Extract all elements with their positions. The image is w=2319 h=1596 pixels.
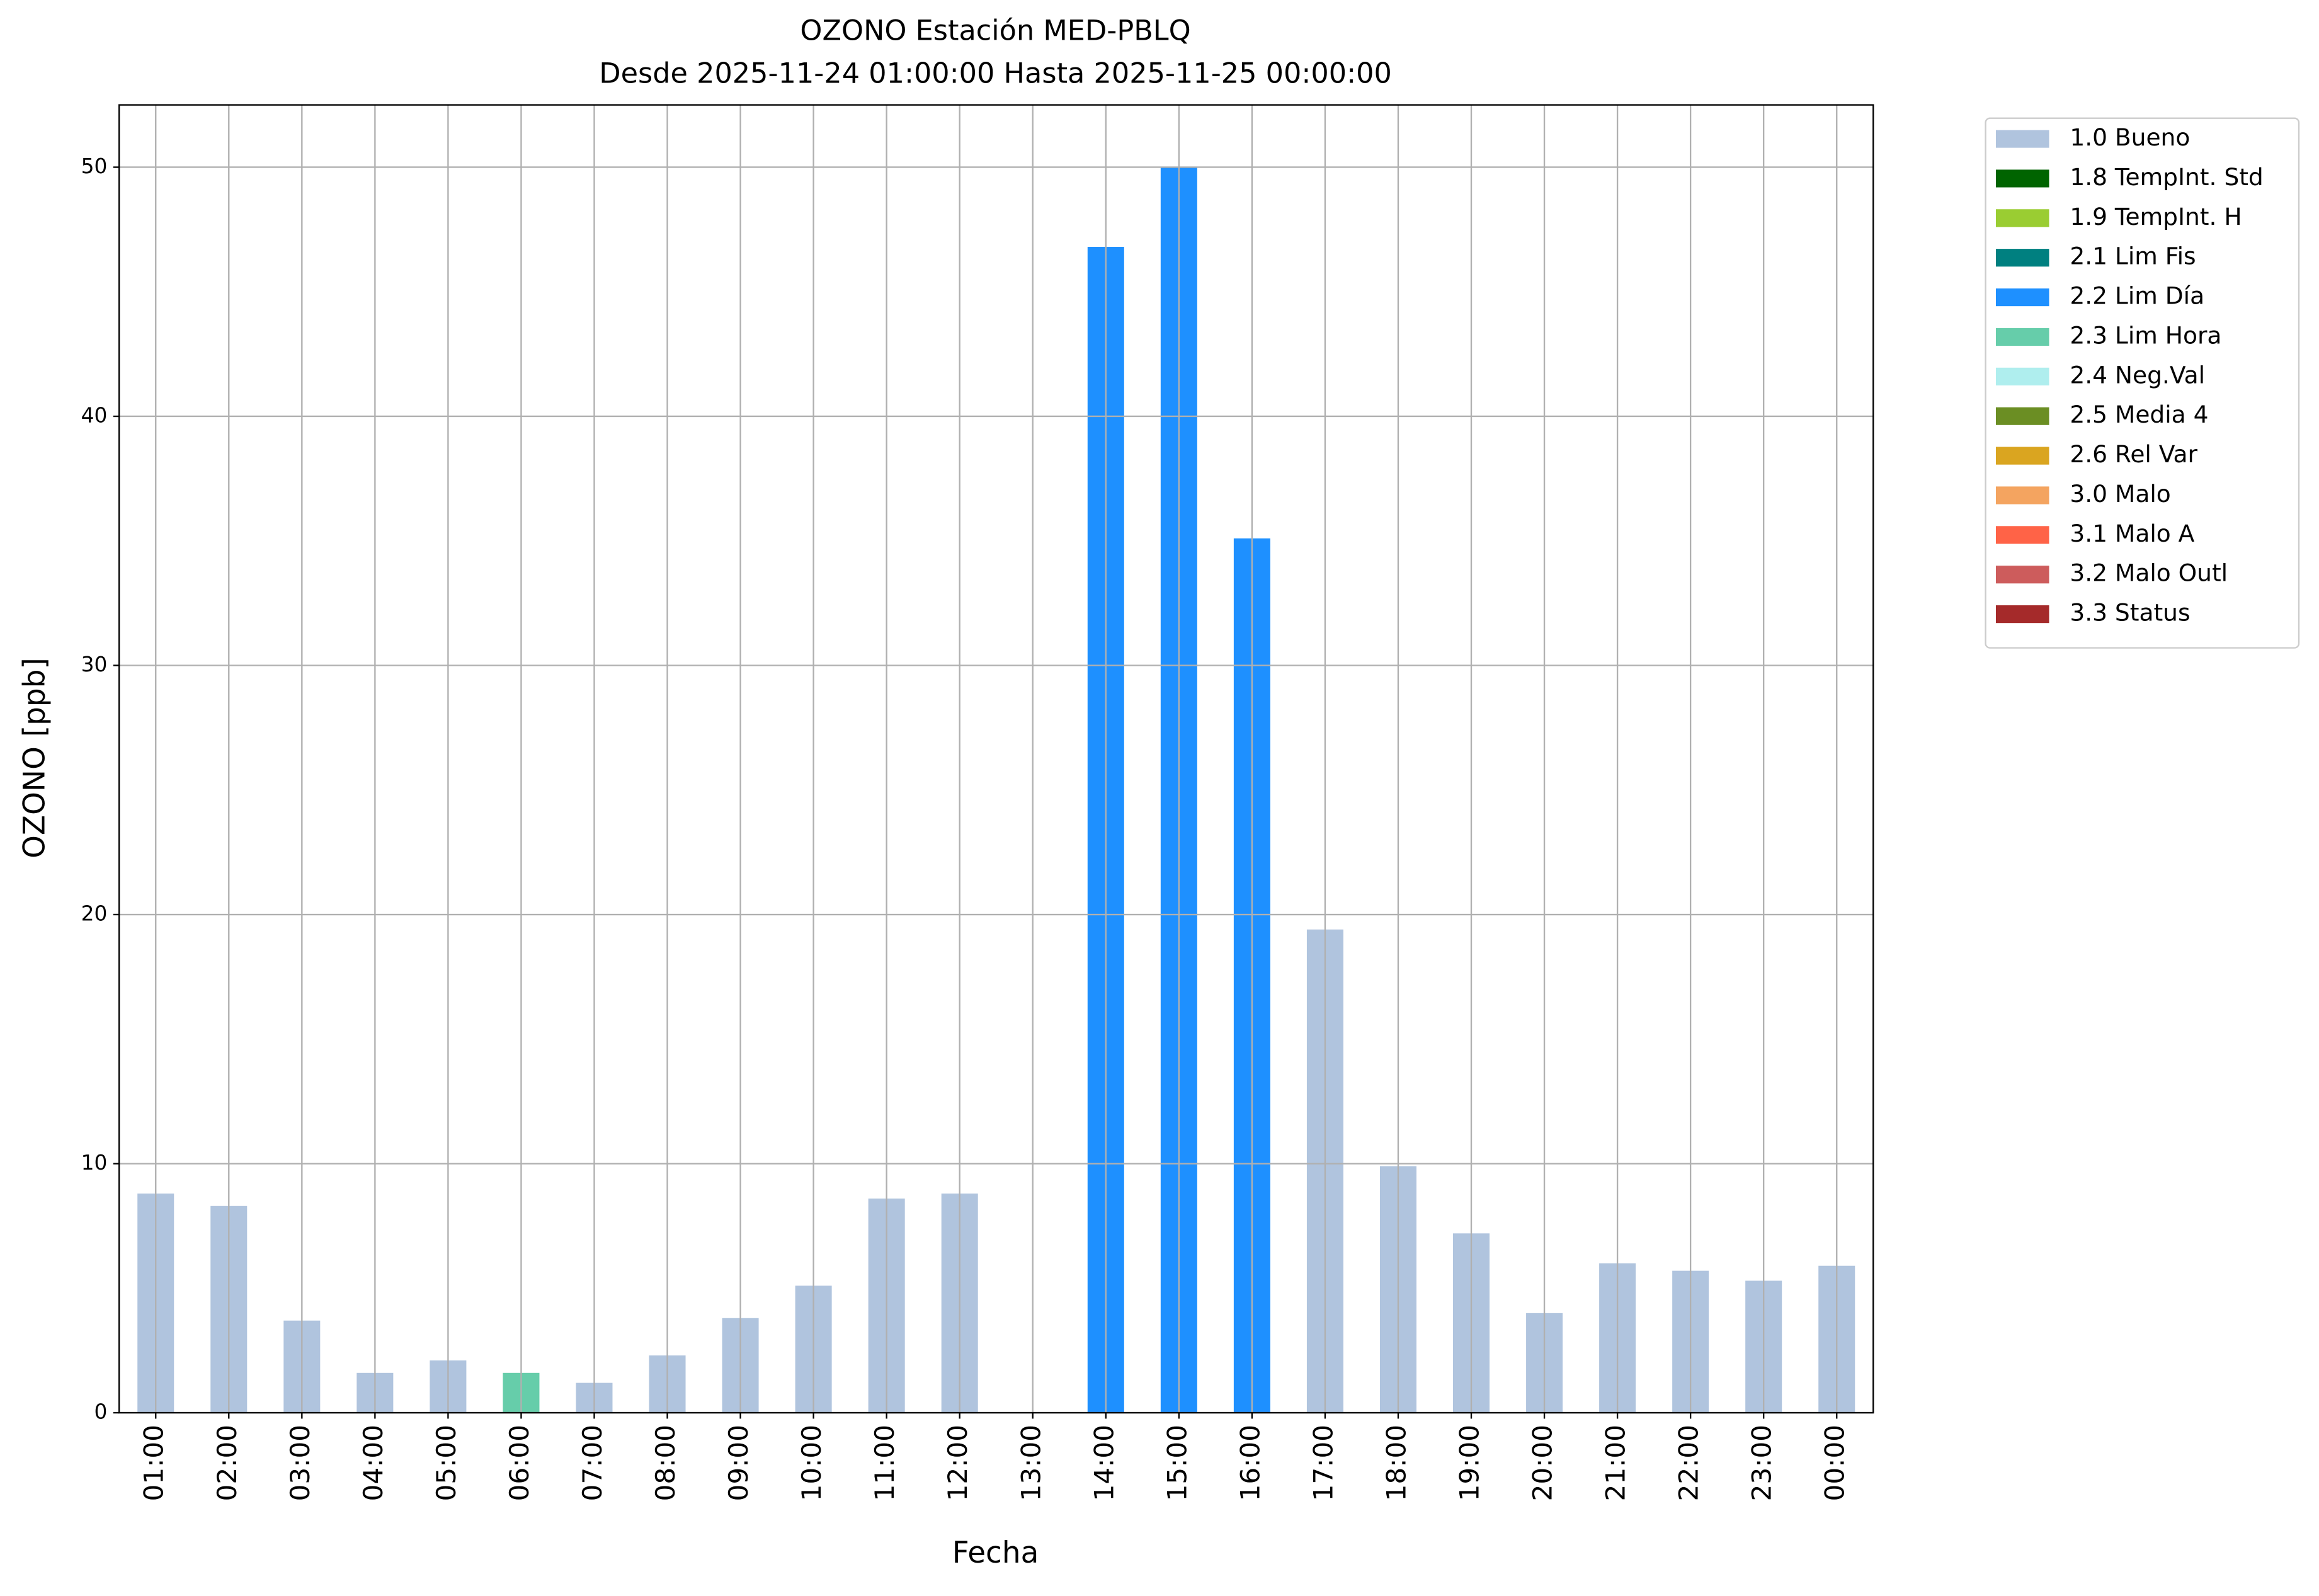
legend-swatch xyxy=(1996,367,2049,385)
legend-swatch xyxy=(1996,526,2049,544)
legend-label: 2.4 Neg.Val xyxy=(2070,361,2205,389)
x-tick-label: 20:00 xyxy=(1527,1425,1558,1502)
chart-subtitle: Desde 2025-11-24 01:00:00 Hasta 2025-11-… xyxy=(599,57,1392,90)
y-tick-label: 50 xyxy=(81,154,108,178)
x-tick-label: 22:00 xyxy=(1673,1425,1704,1502)
x-axis-label: Fecha xyxy=(952,1536,1039,1570)
legend-swatch xyxy=(1996,209,2049,227)
x-tick-label: 03:00 xyxy=(285,1425,316,1502)
x-tick-label: 23:00 xyxy=(1746,1425,1777,1502)
legend-label: 3.0 Malo xyxy=(2070,480,2170,508)
x-tick-label: 08:00 xyxy=(650,1425,681,1502)
legend-label: 1.8 TempInt. Std xyxy=(2070,163,2263,191)
x-tick-label: 18:00 xyxy=(1381,1425,1411,1502)
legend-label: 3.3 Status xyxy=(2070,599,2190,627)
legend-swatch xyxy=(1996,407,2049,425)
y-tick-label: 40 xyxy=(81,403,108,427)
x-tick-label: 05:00 xyxy=(431,1425,462,1502)
legend-swatch xyxy=(1996,486,2049,504)
x-tick-label: 13:00 xyxy=(1015,1425,1046,1502)
legend-label: 2.1 Lim Fis xyxy=(2070,242,2196,270)
legend-swatch xyxy=(1996,447,2049,465)
legend-swatch xyxy=(1996,605,2049,624)
x-tick-label: 17:00 xyxy=(1308,1425,1338,1502)
legend-label: 1.9 TempInt. H xyxy=(2070,203,2242,231)
y-tick-label: 10 xyxy=(81,1151,108,1175)
legend-label: 2.2 Lim Día xyxy=(2070,282,2204,310)
plot-frame xyxy=(118,104,1874,1414)
x-tick-label: 16:00 xyxy=(1234,1425,1265,1502)
legend-swatch xyxy=(1996,566,2049,584)
y-tick-label: 0 xyxy=(94,1400,108,1424)
x-tick-label: 02:00 xyxy=(212,1425,242,1502)
legend-swatch xyxy=(1996,169,2049,188)
x-tick-label: 10:00 xyxy=(796,1425,827,1502)
x-tick-label: 21:00 xyxy=(1600,1425,1631,1502)
x-tick-label: 15:00 xyxy=(1161,1425,1192,1502)
legend-label: 2.3 Lim Hora xyxy=(2070,321,2221,349)
legend-box xyxy=(1985,117,2300,649)
y-tick-label: 30 xyxy=(81,653,108,676)
x-tick-label: 06:00 xyxy=(504,1425,535,1502)
x-tick-label: 11:00 xyxy=(869,1425,900,1502)
legend-swatch xyxy=(1996,288,2049,307)
legend-label: 3.2 Malo Outl xyxy=(2070,559,2228,587)
x-tick-label: 12:00 xyxy=(942,1425,973,1502)
x-tick-label: 14:00 xyxy=(1088,1425,1119,1502)
x-tick-label: 04:00 xyxy=(358,1425,389,1502)
legend-label: 1.0 Bueno xyxy=(2070,123,2190,151)
x-tick-label: 09:00 xyxy=(723,1425,754,1502)
chart-title: OZONO Estación MED-PBLQ xyxy=(800,14,1190,47)
y-tick-label: 20 xyxy=(81,902,108,926)
legend-swatch xyxy=(1996,249,2049,267)
legend-swatch xyxy=(1996,328,2049,346)
y-axis-label: OZONO [ppb] xyxy=(17,658,52,858)
x-tick-label: 01:00 xyxy=(139,1425,169,1502)
legend-label: 3.1 Malo A xyxy=(2070,520,2194,547)
x-tick-label: 19:00 xyxy=(1454,1425,1485,1502)
x-tick-label: 07:00 xyxy=(577,1425,608,1502)
legend-swatch xyxy=(1996,130,2049,148)
legend-label: 2.6 Rel Var xyxy=(2070,440,2197,468)
x-tick-label: 00:00 xyxy=(1820,1425,1850,1502)
legend-label: 2.5 Media 4 xyxy=(2070,401,2208,428)
